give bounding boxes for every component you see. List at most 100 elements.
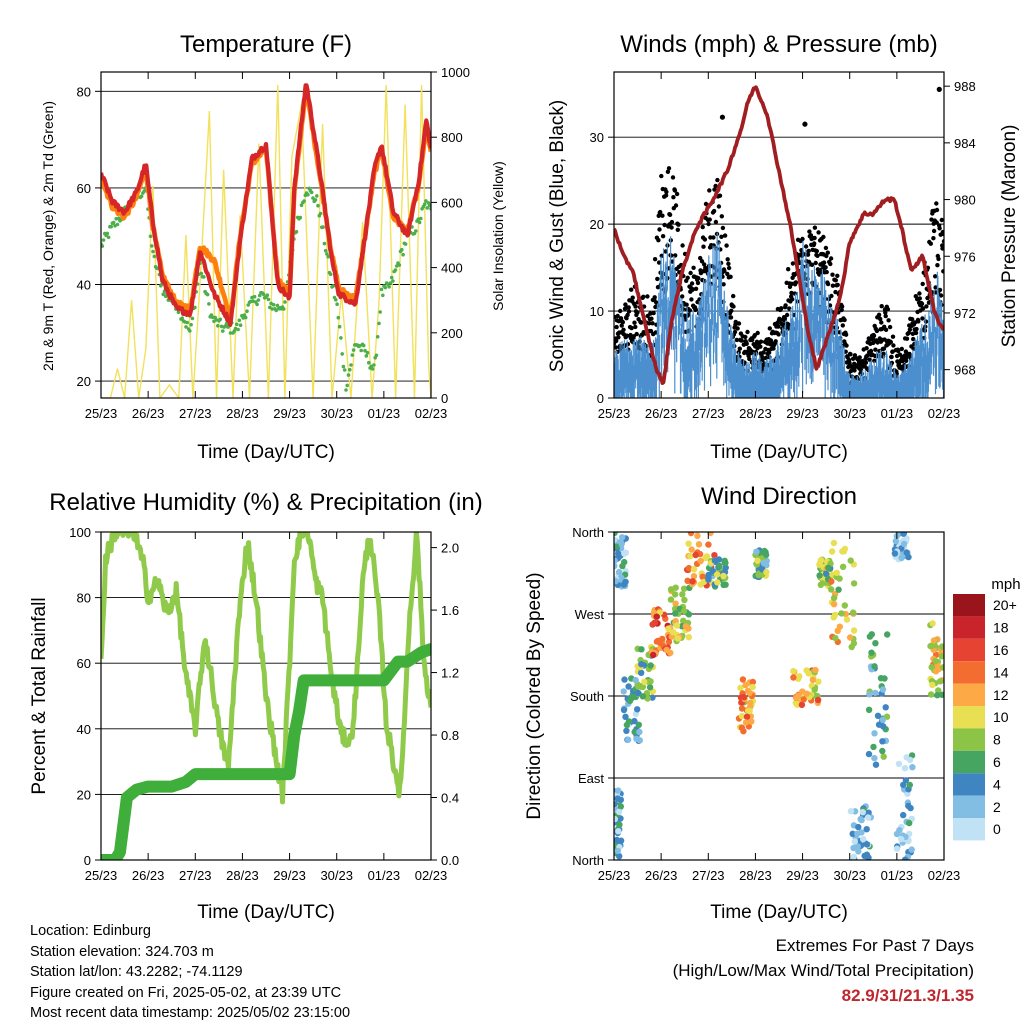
- gust-point: [706, 221, 711, 227]
- direction-point: [895, 760, 903, 768]
- temperature-ytick-label: 60: [77, 181, 91, 196]
- direction-point: [742, 719, 750, 726]
- gust-point: [671, 195, 676, 200]
- direction-point: [614, 836, 620, 844]
- gust-point: [883, 310, 888, 315]
- humidity-xtick-label: 26/23: [132, 868, 165, 883]
- direction-point: [649, 694, 656, 701]
- direction-point: [617, 574, 625, 581]
- gust-point: [784, 312, 790, 318]
- direction-point: [649, 621, 656, 628]
- direction-point: [744, 687, 752, 695]
- dewpoint-point: [207, 302, 211, 306]
- dewpoint-point: [238, 323, 243, 328]
- direction-point: [738, 724, 746, 731]
- gust-point: [940, 246, 944, 251]
- direction-point: [892, 537, 899, 545]
- humidity-xtick-label: 28/23: [226, 868, 259, 883]
- direction-point: [623, 721, 631, 729]
- direction-point: [898, 835, 905, 843]
- wind_direction-xtick-label: 28/23: [739, 868, 772, 883]
- direction-point: [665, 638, 673, 646]
- gust-series: [614, 86, 944, 386]
- wind_direction-xtick-label: 01/23: [881, 868, 914, 883]
- gust-point: [878, 316, 883, 322]
- direction-point: [685, 540, 692, 547]
- humidity-y2tick-label: 0.8: [441, 728, 459, 743]
- gust-point: [721, 282, 726, 287]
- direction-point: [884, 631, 891, 638]
- gust-point: [641, 294, 646, 299]
- dewpoint-point: [105, 231, 110, 236]
- gust-point: [789, 281, 794, 286]
- gust-point: [660, 234, 666, 239]
- direction-point: [638, 661, 645, 668]
- direction-point: [934, 692, 941, 699]
- direction-point: [901, 765, 909, 772]
- dewpoint-point: [372, 363, 376, 367]
- direction-point: [739, 676, 747, 683]
- gust-point: [835, 282, 840, 288]
- gust-point: [839, 304, 845, 309]
- gust-point: [665, 169, 671, 174]
- humidity-panel: Relative Humidity (%) & Precipitation (i…: [29, 489, 483, 923]
- gust-point: [676, 222, 681, 227]
- direction-point: [871, 663, 878, 670]
- direction-point: [620, 688, 627, 695]
- figure-created: Figure created on Fri, 2025-05-02, at 23…: [30, 984, 342, 1001]
- direction-point: [631, 717, 638, 725]
- temperature-ytick-label: 40: [77, 278, 91, 293]
- gust-point: [657, 227, 662, 232]
- temperature-y2tick-label: 1000: [441, 65, 470, 80]
- winds-xtick-label: 29/23: [786, 406, 819, 421]
- winds-ytick-label: 30: [590, 130, 604, 145]
- gust-point: [651, 310, 656, 316]
- wind_direction-ytick-label: South: [570, 689, 604, 704]
- gust-point: [833, 278, 838, 283]
- direction-point: [614, 801, 618, 808]
- dewpoint-point: [245, 309, 249, 314]
- direction-point: [667, 586, 675, 593]
- direction-point: [707, 532, 714, 537]
- direction-point: [671, 591, 679, 598]
- direction-point: [616, 853, 623, 860]
- gust-point: [816, 230, 821, 235]
- gust-point: [735, 326, 740, 331]
- direction-point: [849, 830, 856, 837]
- dewpoint-point: [152, 254, 157, 259]
- gust-point: [766, 350, 772, 355]
- direction-point: [638, 646, 645, 653]
- gust-point: [828, 256, 834, 261]
- gust-point: [717, 193, 723, 198]
- gust-point: [722, 233, 728, 238]
- gust-point: [619, 323, 624, 328]
- direction-point: [680, 617, 687, 624]
- gust-point: [614, 345, 618, 350]
- gust-point: [650, 321, 655, 326]
- direction-point: [872, 689, 879, 697]
- winds-xtick-label: 28/23: [739, 406, 772, 421]
- direction-point: [722, 581, 729, 588]
- dewpoint-point: [349, 363, 353, 367]
- colorbar-label: 14: [993, 664, 1009, 680]
- direction-point: [639, 683, 647, 691]
- gust-point: [848, 368, 854, 374]
- gust-point: [779, 306, 784, 311]
- gust-point: [675, 227, 680, 232]
- gust-point: [812, 241, 817, 246]
- solar-insolation-line: [101, 84, 431, 398]
- direction-point: [800, 696, 807, 703]
- gust-point: [763, 355, 768, 361]
- extremes-summary: Extremes For Past 7 Days (High/Low/Max W…: [673, 933, 974, 1008]
- direction-point: [614, 815, 618, 823]
- gust-point: [924, 304, 929, 309]
- dewpoint-point: [340, 352, 345, 356]
- winds-ytick-label: 20: [590, 217, 604, 232]
- dewpoint-point: [361, 343, 366, 348]
- gust-point: [776, 332, 781, 337]
- gust-point: [931, 236, 936, 241]
- dewpoint-point: [311, 196, 315, 200]
- direction-point: [938, 643, 944, 650]
- direction-point: [619, 562, 626, 570]
- gust-point: [844, 343, 849, 348]
